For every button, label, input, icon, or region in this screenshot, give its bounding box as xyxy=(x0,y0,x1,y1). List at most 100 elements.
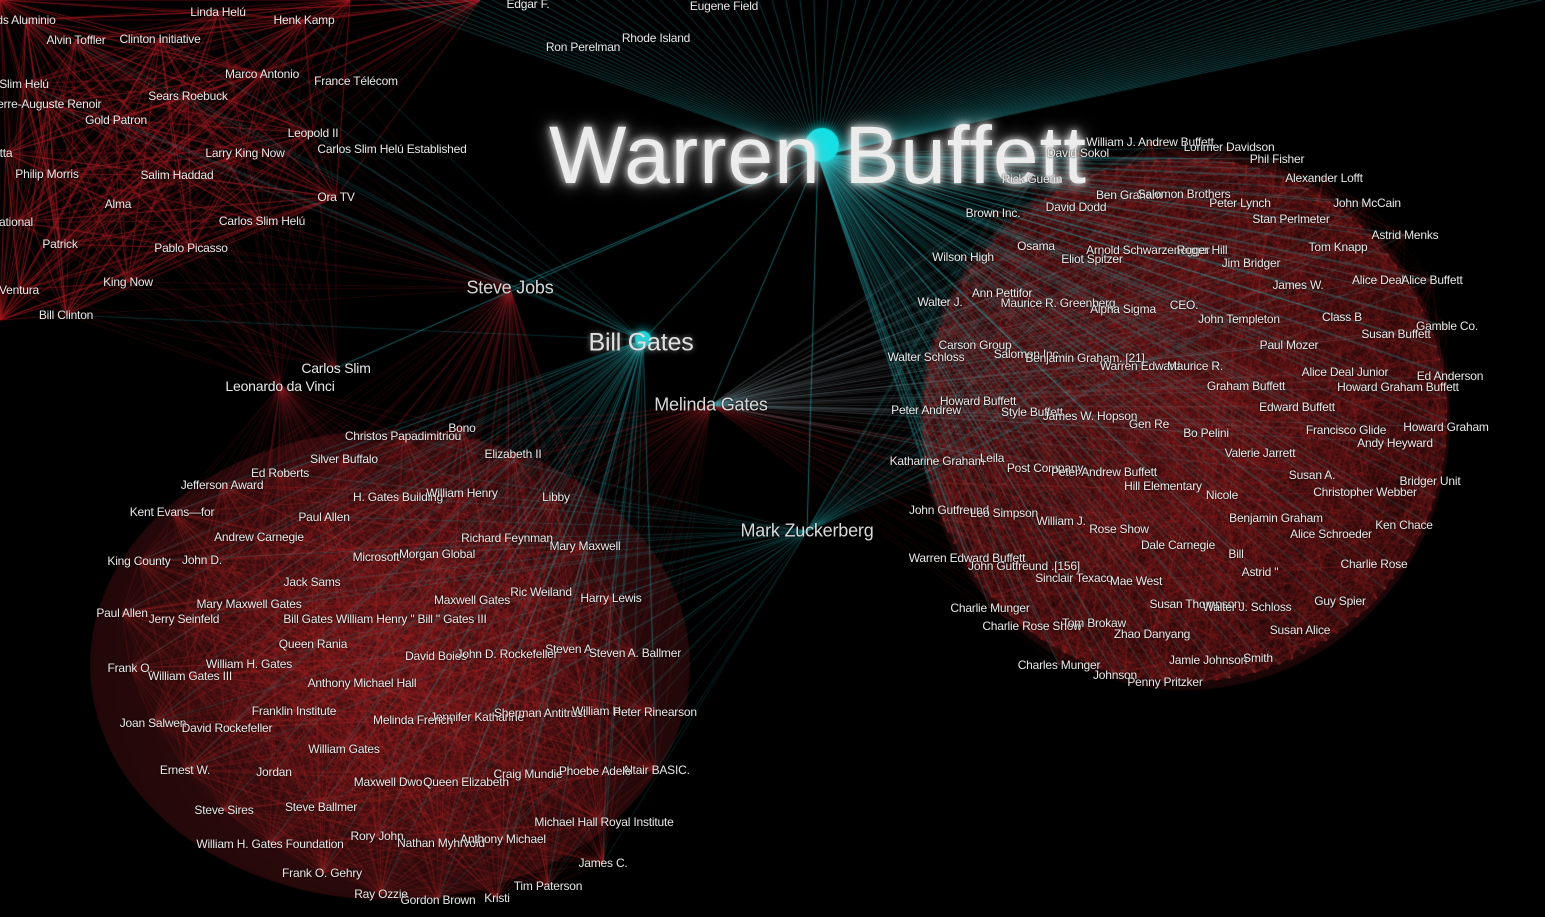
node-label-gen-re[interactable]: Gen Re xyxy=(1128,417,1170,431)
node-label-howard-graham-buffett[interactable]: Howard Graham Buffett xyxy=(1337,380,1459,394)
node-label-bill[interactable]: Bill xyxy=(1228,547,1244,561)
node-label-william-henry[interactable]: William Henry xyxy=(426,486,498,500)
node-label-susan-a[interactable]: Susan A. xyxy=(1288,468,1336,482)
node-label-peter-andrew[interactable]: Peter Andrew xyxy=(891,403,961,417)
node-label-steven-a-ballmer[interactable]: Steven A. Ballmer xyxy=(589,646,681,660)
node-label-warren-edward[interactable]: Warren Edward xyxy=(1099,359,1181,373)
node-label-richard-feynman[interactable]: Richard Feynman xyxy=(461,531,553,545)
node-label-jordan[interactable]: Jordan xyxy=(256,765,292,779)
node-label-david-rockefeller[interactable]: David Rockefeller xyxy=(181,721,273,735)
node-label-walter-j[interactable]: Walter J. xyxy=(917,295,963,309)
node-label-ational[interactable]: ational xyxy=(0,215,33,229)
node-label-peter-lynch[interactable]: Peter Lynch xyxy=(1209,196,1271,210)
node-label-john-mccain[interactable]: John McCain xyxy=(1333,196,1401,210)
node-label-henk-kamp[interactable]: Henk Kamp xyxy=(273,13,335,27)
node-label-carlos-slim[interactable]: Carlos Slim xyxy=(301,360,371,376)
node-label-style-buffett[interactable]: Style Buffett xyxy=(1001,405,1063,419)
node-label-kristi[interactable]: Kristi xyxy=(484,891,510,905)
node-label-alice-buffett[interactable]: Alice Buffett xyxy=(1401,273,1463,287)
node-label-steven-a[interactable]: Steven A. xyxy=(545,642,595,656)
node-label-king-now[interactable]: King Now xyxy=(103,275,153,289)
node-label-maurice-greenberg[interactable]: Maurice R. Greenberg xyxy=(1000,296,1116,310)
node-label-benjamin-graham-21[interactable]: Benjamin Graham. [21] xyxy=(1025,351,1145,365)
node-label-joan-salwen[interactable]: Joan Salwen xyxy=(119,716,187,730)
node-label-carson-group[interactable]: Carson Group xyxy=(938,338,1012,352)
node-label-alexander-lofft[interactable]: Alexander Lofft xyxy=(1285,171,1363,185)
node-label-leo-simpson[interactable]: Leo Simpson xyxy=(970,506,1038,520)
node-label-peter-andrew-buffett[interactable]: Peter Andrew Buffett xyxy=(1051,465,1157,479)
node-label-charles-munger[interactable]: Charles Munger xyxy=(1017,658,1101,672)
node-label-walter-schloss[interactable]: Walter Schloss xyxy=(887,350,965,364)
node-label-mark-zuckerberg[interactable]: Mark Zuckerberg xyxy=(740,520,874,541)
node-label-jennifer-katharine[interactable]: Jennifer Katharine xyxy=(430,710,524,724)
node-label-charlie-munger[interactable]: Charlie Munger xyxy=(950,601,1030,615)
node-label-ann-pettifor[interactable]: Ann Pettifor xyxy=(971,286,1033,300)
node-label-h-gates-building[interactable]: H. Gates Building xyxy=(353,490,443,504)
node-label-christopher-webber[interactable]: Christopher Webber xyxy=(1313,485,1417,499)
node-label-alpha-sigma[interactable]: Alpha Sigma xyxy=(1090,302,1156,316)
node-label-valerie-jarrett[interactable]: Valerie Jarrett xyxy=(1224,446,1296,460)
node-label-bill-clinton[interactable]: Bill Clinton xyxy=(38,308,94,322)
node-label-tom-knapp[interactable]: Tom Knapp xyxy=(1308,240,1368,254)
node-label-mary-maxwell[interactable]: Mary Maxwell xyxy=(549,539,621,553)
node-label-franklin-institute[interactable]: Franklin Institute xyxy=(251,704,337,718)
node-label-ed-roberts[interactable]: Ed Roberts xyxy=(250,466,310,480)
node-label-dale-carnegie[interactable]: Dale Carnegie xyxy=(1140,538,1216,552)
node-label-william-h-2[interactable]: William H. xyxy=(572,704,624,718)
node-label-susan-buffett[interactable]: Susan Buffett xyxy=(1361,327,1431,341)
node-label-class-b[interactable]: Class B xyxy=(1322,310,1362,324)
node-label-zhao-danyang[interactable]: Zhao Danyang xyxy=(1113,627,1191,641)
node-label-gordon-brown[interactable]: Gordon Brown xyxy=(400,893,476,907)
node-label-ric-weiland[interactable]: Ric Weiland xyxy=(510,585,572,599)
node-label-philip-morris[interactable]: Philip Morris xyxy=(15,167,79,181)
node-label-william-j-andrew[interactable]: William J. Andrew Buffett xyxy=(1086,135,1214,149)
node-label-johnson[interactable]: Johnson xyxy=(1093,668,1137,682)
node-label-salomon-brothers[interactable]: Salomon Brothers xyxy=(1137,187,1231,201)
node-label-edgar-f[interactable]: Edgar F. xyxy=(506,0,550,11)
node-label-ray-ozzie[interactable]: Ray Ozzie xyxy=(354,887,408,901)
node-label-susan-thompson[interactable]: Susan Thompson xyxy=(1149,597,1241,611)
node-label-ceo[interactable]: CEO. xyxy=(1169,298,1199,312)
node-label-mary-maxwell-gates[interactable]: Mary Maxwell Gates xyxy=(196,597,302,611)
node-label-alvin-toffler[interactable]: Alvin Toffler xyxy=(46,33,106,47)
node-label-melinda-gates[interactable]: Melinda Gates xyxy=(654,394,768,415)
node-label-rick-guerin[interactable]: Rick Guerin xyxy=(1001,172,1063,186)
node-label-clinton-initiative[interactable]: Clinton Initiative xyxy=(119,32,201,46)
node-label-jerry-seinfeld[interactable]: Jerry Seinfeld xyxy=(148,612,220,626)
node-label-rory-john[interactable]: Rory John xyxy=(350,829,404,843)
node-label-ron-perelman[interactable]: Ron Perelman xyxy=(545,40,621,54)
node-label-frank-o-gehry[interactable]: Frank O. Gehry xyxy=(282,866,362,880)
node-label-steve-jobs[interactable]: Steve Jobs xyxy=(466,277,554,298)
node-label-bono[interactable]: Bono xyxy=(448,421,476,435)
node-label-bill-gates-william-henry[interactable]: Bill Gates William Henry " Bill " Gates … xyxy=(283,612,487,626)
node-label-harry-lewis[interactable]: Harry Lewis xyxy=(580,591,642,605)
node-label-hill-elementary[interactable]: Hill Elementary xyxy=(1124,479,1202,493)
node-label-sinclair-texaco[interactable]: Sinclair Texaco xyxy=(1035,571,1113,585)
node-label-katharine-graham[interactable]: Katharine Graham xyxy=(889,454,985,468)
node-label-bill-gates[interactable]: Bill Gates xyxy=(588,328,694,357)
node-label-tta[interactable]: tta xyxy=(0,146,13,160)
node-label-brown-inc[interactable]: Brown Inc. xyxy=(965,206,1021,220)
node-label-steve-ballmer[interactable]: Steve Ballmer xyxy=(284,800,358,814)
node-label-melinda-french[interactable]: Melinda French xyxy=(373,713,453,727)
node-label-paul-allen-1[interactable]: Paul Allen xyxy=(298,510,350,524)
node-label-warren-buffett[interactable]: Warren Buffett xyxy=(548,110,1088,201)
node-label-nathan-myhrvold[interactable]: Nathan Myhrvold xyxy=(397,836,485,850)
node-label-altair-basic[interactable]: Altair BASIC. xyxy=(622,763,690,777)
node-label-tom-brokaw[interactable]: Tom Brokaw xyxy=(1061,616,1127,630)
node-label-james-w[interactable]: James W. xyxy=(1272,278,1324,292)
node-label-carlos-slim-helu-est[interactable]: Carlos Slim Helú Established xyxy=(317,142,467,156)
node-label-astrid[interactable]: Astrid " xyxy=(1241,565,1279,579)
node-label-nicole[interactable]: Nicole xyxy=(1205,488,1239,502)
node-label-francisco-glide[interactable]: Francisco Glide xyxy=(1305,423,1387,437)
node-label-pierre-auguste[interactable]: ierre-Auguste Renoir xyxy=(0,97,102,111)
node-label-bo-pelini[interactable]: Bo Pelini xyxy=(1183,426,1229,440)
node-label-king-county[interactable]: King County xyxy=(107,554,171,568)
node-label-howard-buffett[interactable]: Howard Buffett xyxy=(939,394,1017,408)
node-label-andrew-carnegie[interactable]: Andrew Carnegie xyxy=(214,530,304,544)
node-label-ernest-w[interactable]: Ernest W. xyxy=(159,763,211,777)
node-label-pablo-picasso[interactable]: Pablo Picasso xyxy=(154,241,228,255)
node-label-john-templeton[interactable]: John Templeton xyxy=(1198,312,1280,326)
node-label-paul-allen-2[interactable]: Paul Allen xyxy=(96,606,148,620)
node-label-rose-show[interactable]: Rose Show xyxy=(1089,522,1149,536)
